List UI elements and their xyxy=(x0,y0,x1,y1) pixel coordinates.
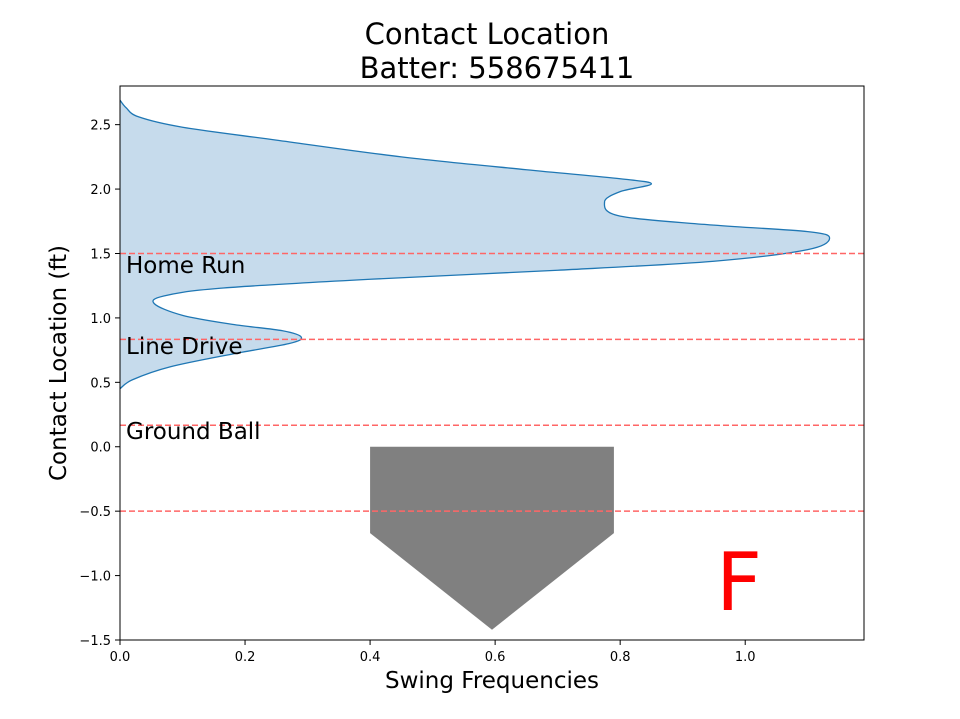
chart-subtitle: Batter: 558675411 xyxy=(360,51,635,85)
y-tick-label: 2.0 xyxy=(90,183,111,198)
density-area-fill xyxy=(120,100,830,389)
y-tick-label: 1.5 xyxy=(90,247,111,262)
density-curve-line xyxy=(119,99,831,390)
y-tick-label: −0.5 xyxy=(79,505,111,520)
plot-frame xyxy=(119,85,865,641)
y-tick-label: 2.5 xyxy=(90,119,111,134)
y-axis-label: Contact Location (ft) xyxy=(46,245,72,481)
x-axis-label: Swing Frequencies xyxy=(385,668,599,694)
x-tick-label: 0.6 xyxy=(485,650,506,665)
x-tick-label: 0.4 xyxy=(360,650,381,665)
chart-title: Contact Location xyxy=(365,17,610,51)
x-tick-label: 0.2 xyxy=(235,650,256,665)
plot-area: Home Run Line Drive Ground Ball F 0.0 0.2 0.4 0… xyxy=(79,85,865,665)
x-tick-label: 0.0 xyxy=(110,650,131,665)
y-tick-label: −1.0 xyxy=(79,570,111,585)
zone-label: Line Drive xyxy=(126,334,243,360)
y-tick-label: −1.5 xyxy=(79,634,111,649)
y-tick-label: 1.0 xyxy=(90,312,111,327)
y-tick-label: 0.5 xyxy=(90,376,111,391)
zone-label: Home Run xyxy=(126,253,245,279)
zone-label: Ground Ball xyxy=(126,419,261,445)
grade-letter: F xyxy=(716,536,762,629)
x-tick-label: 0.8 xyxy=(610,650,631,665)
home-plate-shape xyxy=(370,446,614,630)
y-tick-label: 0.0 xyxy=(90,441,111,456)
x-tick-label: 1.0 xyxy=(735,650,756,665)
